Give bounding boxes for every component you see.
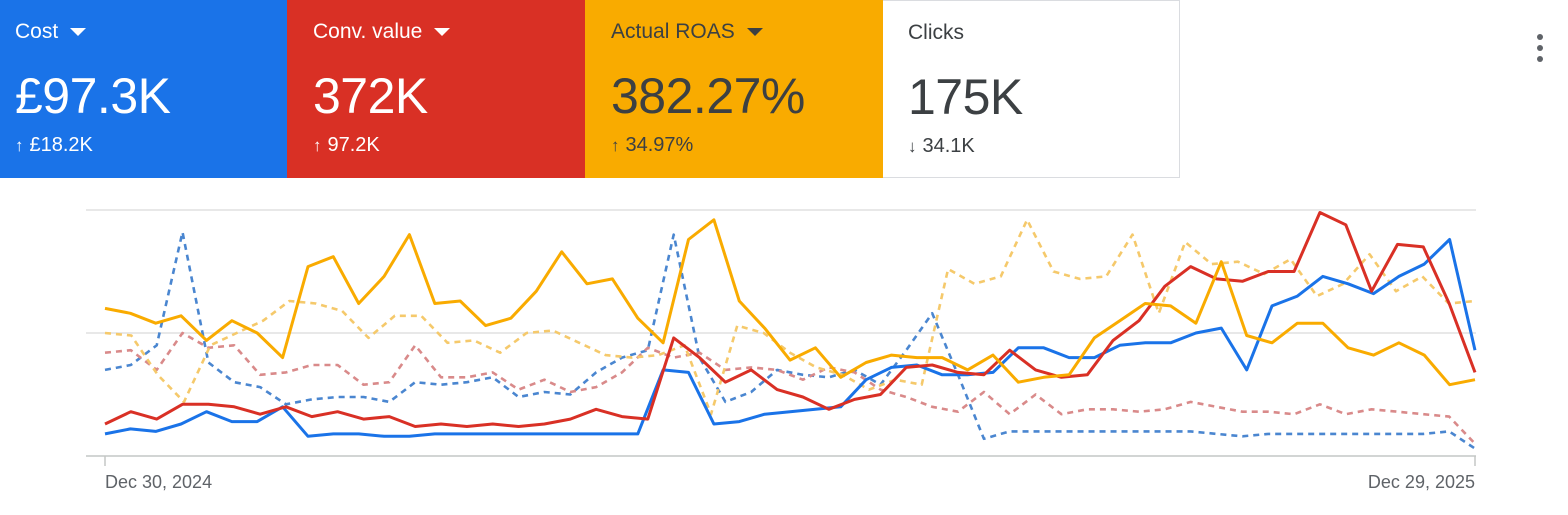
chart-grid — [86, 209, 1476, 466]
metric-change-value: 34.1K — [922, 135, 975, 157]
metric-header[interactable]: Cost — [15, 18, 287, 46]
arrow-up-icon: ↑ — [313, 135, 322, 155]
dropdown-caret-icon[interactable] — [434, 28, 451, 36]
metric-value: 175K — [908, 69, 1023, 125]
metric-cards: Cost £97.3K ↑ £18.2K Conv. value 372K ↑ … — [0, 0, 1180, 178]
x-axis-end-label: Dec 29, 2025 — [1368, 472, 1475, 492]
metric-card-conv-value[interactable]: Conv. value 372K ↑ 97.2K — [287, 0, 585, 178]
metric-label: Clicks — [908, 21, 964, 44]
series-line-1 — [104, 211, 1477, 428]
metric-value: 372K — [313, 68, 428, 124]
metric-card-cost[interactable]: Cost £97.3K ↑ £18.2K — [0, 0, 287, 178]
metric-value: 382.27% — [611, 68, 805, 124]
metric-card-actual-roas[interactable]: Actual ROAS 382.27% ↑ 34.97% — [585, 0, 883, 178]
metric-header[interactable]: Clicks — [908, 19, 1179, 47]
arrow-up-icon: ↑ — [15, 135, 24, 155]
dropdown-caret-icon[interactable] — [746, 28, 763, 36]
series-line-4 — [104, 331, 1476, 445]
arrow-down-icon: ↓ — [908, 136, 917, 156]
dropdown-caret-icon[interactable] — [70, 28, 87, 36]
series-line-0 — [104, 238, 1477, 438]
x-axis-start-label: Dec 30, 2024 — [105, 472, 212, 492]
series-line-5 — [104, 218, 1476, 416]
metric-change: ↑ 34.97% — [611, 134, 883, 157]
metric-change-value: 97.2K — [327, 134, 380, 156]
metric-change-value: 34.97% — [625, 134, 694, 156]
metric-label: Conv. value — [313, 20, 423, 43]
metric-change: ↑ £18.2K — [15, 134, 287, 157]
metric-label: Actual ROAS — [611, 20, 735, 43]
metric-label: Cost — [15, 20, 59, 43]
metric-header[interactable]: Actual ROAS — [611, 18, 883, 46]
metric-card-clicks[interactable]: Clicks 175K ↓ 34.1K — [883, 0, 1180, 178]
metric-header[interactable]: Conv. value — [313, 18, 585, 46]
metric-change: ↑ 97.2K — [313, 134, 585, 157]
arrow-up-icon: ↑ — [611, 135, 620, 155]
series-line-2 — [104, 218, 1476, 387]
series-line-3 — [104, 230, 1476, 450]
chart-series — [104, 211, 1477, 450]
metric-value: £97.3K — [15, 68, 171, 124]
metric-change: ↓ 34.1K — [908, 135, 1179, 158]
more-vert-icon[interactable] — [1530, 34, 1550, 66]
metric-change-value: £18.2K — [29, 134, 93, 156]
line-chart: Dec 30, 2024 Dec 29, 2025 — [86, 209, 1477, 492]
